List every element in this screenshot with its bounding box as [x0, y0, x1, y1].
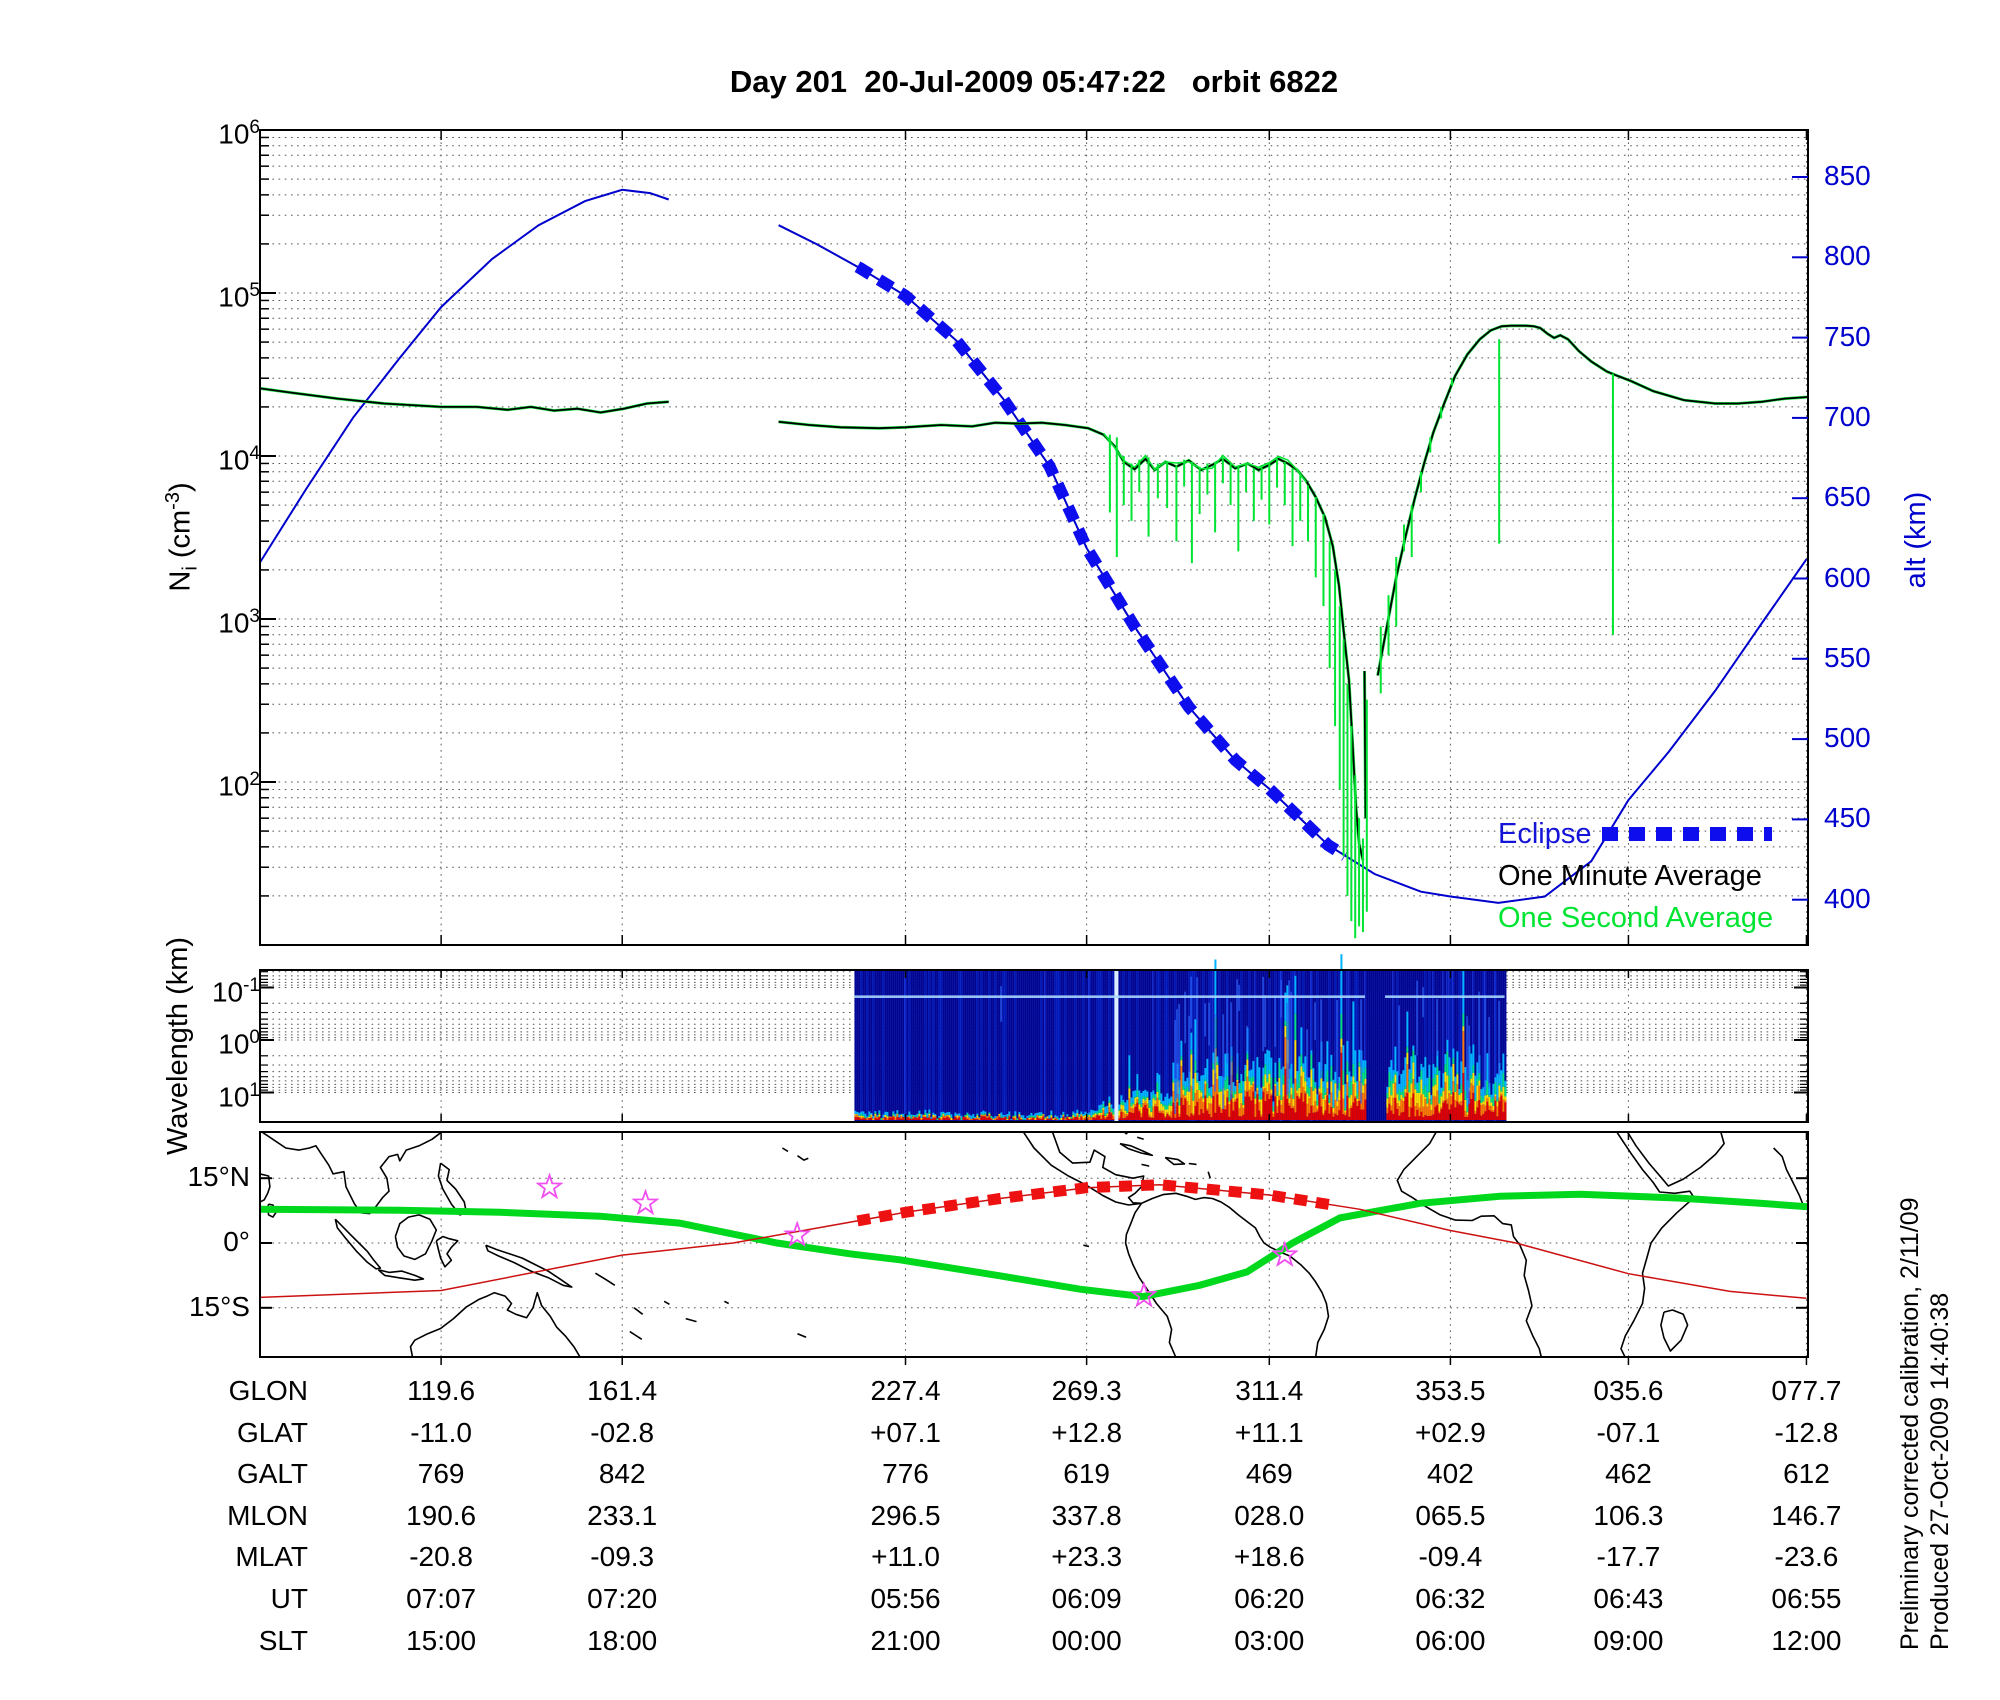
side-note-produced: Produced 27-Oct-2009 14:40:38 — [1926, 1292, 1954, 1650]
alt-tick-label: 500 — [1824, 722, 1871, 754]
table-cell: 119.6 — [407, 1375, 476, 1406]
figure-title: Day 201 20-Jul-2009 05:47:22 orbit 6822 — [729, 64, 1339, 99]
alt-tick-label: 800 — [1824, 240, 1871, 272]
table-cell: 07:20 — [587, 1583, 658, 1614]
table-cell: 05:56 — [870, 1583, 941, 1614]
table-cell: -23.6 — [1774, 1541, 1839, 1573]
table-cell: -12.8 — [1774, 1416, 1839, 1448]
alt-tick-label: 550 — [1824, 641, 1871, 673]
ni-tick-label: 102 — [218, 769, 260, 802]
table-cell: -17.7 — [1596, 1541, 1661, 1573]
table-cell: +11.0 — [871, 1541, 940, 1573]
lat-tick-label: 0° — [223, 1226, 250, 1257]
table-cell: 06:43 — [1593, 1583, 1664, 1614]
side-note-calibration: Preliminary corrected calibration, 2/11/… — [1896, 1197, 1924, 1650]
table-cell: +02.9 — [1414, 1416, 1486, 1448]
legend-eclipse-dash-sample — [1602, 827, 1772, 841]
legend-one-second-average: One Second Average — [1498, 902, 1774, 934]
legend-one-minute-average: One Minute Average — [1498, 860, 1762, 892]
table-cell: 09:00 — [1593, 1624, 1664, 1656]
alt-tick-label: 400 — [1824, 882, 1871, 914]
alt-tick-label: 450 — [1824, 802, 1871, 834]
table-row-label-slt: SLT — [258, 1624, 308, 1656]
wavelength-tick-label: 101 — [218, 1079, 260, 1112]
table-cell: 353.5 — [1415, 1375, 1486, 1406]
table-cell: 161.4 — [587, 1375, 658, 1406]
alt-tick-label: 600 — [1824, 561, 1871, 593]
table-row-label-galt: GALT — [236, 1458, 308, 1490]
table-cell: 337.8 — [1051, 1499, 1122, 1531]
table-cell: +23.3 — [1051, 1541, 1123, 1573]
table-cell: 146.7 — [1771, 1499, 1842, 1531]
alt-tick-label: 650 — [1824, 481, 1871, 513]
table-cell: 065.5 — [1415, 1499, 1486, 1531]
table-cell: 06:09 — [1051, 1583, 1122, 1614]
alt-tick-label: 850 — [1824, 160, 1871, 191]
table-cell: 296.5 — [870, 1499, 941, 1531]
table-cell: -11.0 — [410, 1416, 472, 1448]
table-row-label-glon: GLON — [228, 1375, 308, 1406]
table-row-label-mlon: MLON — [227, 1499, 308, 1531]
alt-tick-label: 750 — [1824, 320, 1871, 352]
lat-tick-label: 15°N — [187, 1161, 250, 1193]
ni-tick-label: 103 — [218, 606, 260, 639]
table-cell: -07.1 — [1596, 1416, 1661, 1448]
table-cell: 18:00 — [587, 1624, 658, 1656]
table-cell: 06:55 — [1771, 1583, 1842, 1614]
table-cell: 190.6 — [406, 1499, 477, 1531]
table-cell: 028.0 — [1234, 1499, 1305, 1531]
legend-eclipse: Eclipse — [1498, 818, 1592, 850]
wavelength-tick-label: 10-1 — [211, 974, 260, 1007]
ni-tick-label: 105 — [218, 280, 260, 313]
table-cell: +11.1 — [1234, 1416, 1304, 1448]
table-cell: 06:32 — [1415, 1583, 1486, 1614]
table-cell: 612 — [1783, 1458, 1830, 1490]
table-cell: 469 — [1245, 1458, 1293, 1490]
table-cell: 12:00 — [1771, 1624, 1842, 1656]
table-cell: 15:00 — [406, 1624, 477, 1656]
table-cell: 769 — [417, 1458, 465, 1490]
wavelength-tick-label: 100 — [218, 1027, 260, 1060]
table-cell: 776 — [882, 1458, 929, 1490]
table-cell: 462 — [1605, 1458, 1652, 1490]
table-cell: 035.6 — [1593, 1375, 1664, 1406]
table-cell: 619 — [1063, 1458, 1110, 1490]
table-cell: 00:00 — [1051, 1624, 1122, 1656]
table-cell: 269.3 — [1051, 1375, 1122, 1406]
lat-tick-label: 15°S — [188, 1290, 250, 1322]
table-cell: 06:20 — [1234, 1583, 1305, 1614]
table-cell: 311.4 — [1235, 1375, 1304, 1406]
table-row-label-glat: GLAT — [236, 1416, 308, 1448]
table-cell: 106.3 — [1593, 1499, 1664, 1531]
table-cell: 227.4 — [870, 1375, 941, 1406]
table-cell: 21:00 — [870, 1624, 941, 1656]
ni-tick-label: 104 — [218, 443, 260, 476]
table-cell: 233.1 — [587, 1499, 658, 1531]
table-row-label-ut: UT — [270, 1583, 308, 1614]
table-cell: -09.4 — [1418, 1541, 1483, 1573]
table-cell: 402 — [1427, 1458, 1474, 1490]
table-cell: -02.8 — [590, 1416, 655, 1448]
table-cell: 06:00 — [1415, 1624, 1486, 1656]
table-cell: 03:00 — [1234, 1624, 1305, 1656]
table-cell: +07.1 — [870, 1416, 941, 1448]
right-axis-label-alt: alt (km) — [1900, 491, 1932, 589]
alt-tick-label: 700 — [1824, 400, 1871, 432]
table-row-label-mlat: MLAT — [235, 1541, 308, 1573]
table-cell: -09.3 — [590, 1541, 655, 1573]
table-cell: 077.7 — [1771, 1375, 1842, 1406]
table-cell: -20.8 — [409, 1541, 474, 1573]
left-axis-label-ni: Ni (cm-3) — [162, 482, 202, 592]
table-cell: +12.8 — [1051, 1416, 1123, 1448]
ni-tick-label: 106 — [218, 117, 260, 150]
table-cell: 842 — [598, 1458, 646, 1490]
table-cell: +18.6 — [1233, 1541, 1305, 1573]
table-cell: 07:07 — [406, 1583, 477, 1614]
